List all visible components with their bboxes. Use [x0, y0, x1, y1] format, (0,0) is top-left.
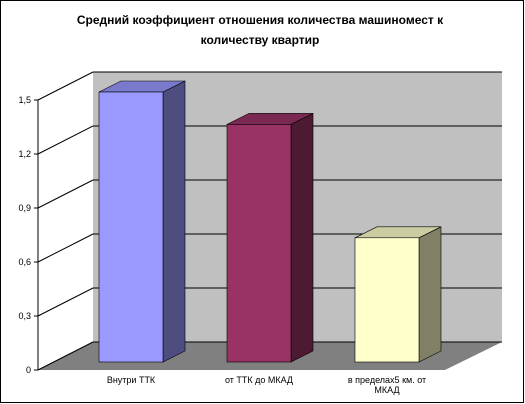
- bar: [98, 91, 164, 363]
- grid-line: [37, 125, 94, 155]
- y-tick-label: 0: [26, 365, 31, 375]
- grid-line: [37, 179, 94, 209]
- side-wall: [38, 72, 93, 370]
- grid-line: [37, 287, 94, 317]
- grid-line: [37, 233, 94, 263]
- y-tick-label: 0,3: [18, 311, 31, 321]
- y-tick-label: 0,6: [18, 257, 31, 267]
- bar-side: [290, 112, 314, 363]
- bar-side: [162, 80, 186, 363]
- bar-side: [418, 226, 442, 363]
- y-tick-label: 1,5: [18, 95, 31, 105]
- grid-line: [37, 341, 94, 371]
- bar: [354, 237, 420, 363]
- chart-title: Средний коэффициент отношения количества…: [76, 13, 444, 47]
- bar: [226, 124, 292, 363]
- grid-line: [37, 71, 94, 101]
- y-tick-label: 1,2: [18, 149, 31, 159]
- x-tick-label: Внутри ТТК: [106, 375, 156, 385]
- x-tick-label: в пределах5 км. от МКАД: [347, 375, 427, 395]
- y-tick-label: 0,9: [18, 203, 31, 213]
- x-tick-label: от ТТК до МКАД: [224, 375, 294, 385]
